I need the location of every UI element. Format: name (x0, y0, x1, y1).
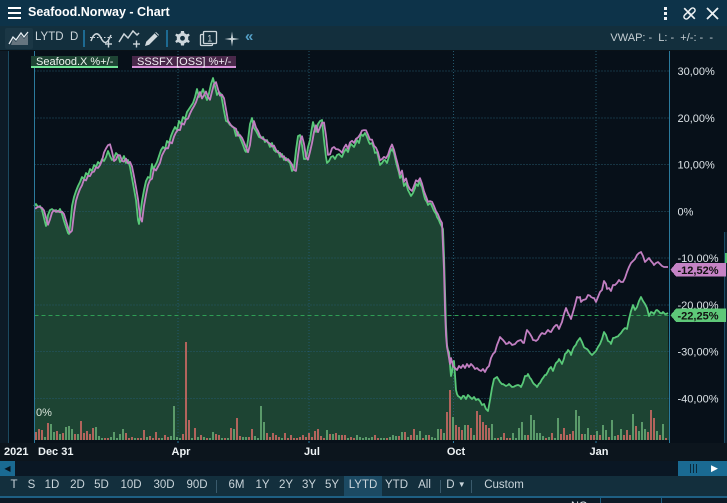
svg-text:-30,00%: -30,00% (678, 347, 719, 359)
svg-text:0%: 0% (36, 407, 52, 419)
svg-text:1: 1 (207, 34, 212, 44)
svg-text:20,00%: 20,00% (678, 113, 716, 125)
svg-text:-12,52%: -12,52% (678, 265, 719, 277)
svg-text:0%: 0% (678, 206, 694, 218)
svg-text:-22,25%: -22,25% (678, 311, 719, 323)
svg-text:-40,00%: -40,00% (678, 393, 719, 405)
svg-text:-10,00%: -10,00% (678, 253, 719, 265)
svg-text:10,00%: 10,00% (678, 160, 716, 172)
svg-text:30,00%: 30,00% (678, 66, 716, 78)
